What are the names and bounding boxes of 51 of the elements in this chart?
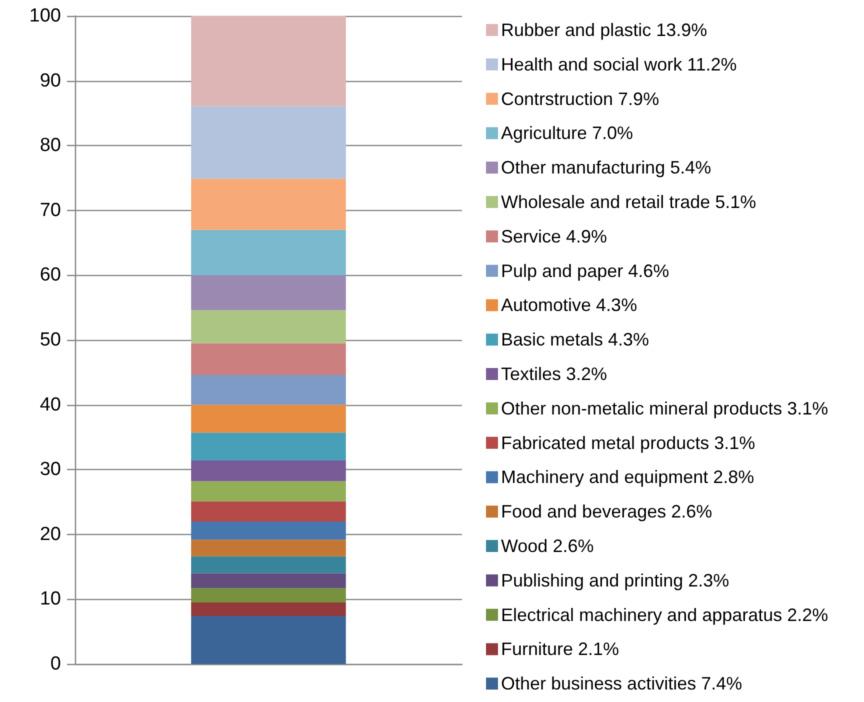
y-tick-label: 30 [40, 459, 61, 480]
legend-label: Food and beverages 2.6% [501, 502, 712, 522]
legend-label: Machinery and equipment 2.8% [501, 467, 754, 488]
legend-label: Textiles 3.2% [501, 364, 608, 384]
legend-label: Contrstruction 7.9% [501, 88, 660, 109]
y-tick-label: 90 [40, 70, 61, 92]
y-tick-label: 20 [40, 524, 61, 545]
y-tick-label: 80 [40, 135, 61, 156]
legend-label: Other business activities 7.4% [501, 674, 742, 694]
legend-label: Wood 2.6% [501, 536, 594, 556]
legend-label: Furniture 2.1% [501, 639, 620, 660]
legend-label: Other non-metalic mineral products 3.1% [501, 398, 828, 418]
bar [191, 521, 346, 540]
bar [191, 602, 346, 616]
bar [191, 616, 346, 664]
legend-label: Electrical machinery and apparatus 2.2% [501, 604, 828, 625]
bar [191, 404, 346, 433]
y-tick-label: 100 [29, 6, 61, 26]
y-tick-label: 50 [40, 330, 61, 350]
legend-label: Fabricated metal products 3.1% [501, 432, 756, 453]
bar [191, 275, 346, 310]
bar [191, 106, 346, 179]
legend-label: Service 4.9% [501, 226, 608, 246]
y-tick-label: 60 [40, 264, 61, 286]
bar [191, 460, 346, 482]
legend-label: Basic metals 4.3% [501, 330, 650, 350]
legend-label: Automotive 4.3% [501, 295, 638, 316]
bar [191, 573, 346, 588]
bar [191, 343, 346, 375]
legend-label: Wholesale and retail trade 5.1% [501, 192, 756, 212]
bar [191, 432, 346, 461]
y-tick-label: 70 [40, 200, 61, 221]
bar [191, 230, 346, 276]
bar [191, 374, 346, 405]
bar [191, 556, 346, 574]
bar [191, 310, 346, 344]
y-tick-label: 0 [50, 654, 61, 674]
bar [191, 540, 346, 556]
bar [191, 16, 346, 106]
legend-label: Rubber and plastic 13.9% [501, 20, 708, 40]
legend-label: Agriculture 7.0% [501, 123, 634, 144]
bar [191, 178, 346, 230]
y-tick-label: 40 [40, 394, 61, 416]
bar [191, 588, 346, 602]
bar [191, 501, 346, 522]
legend-label: Pulp and paper 4.6% [501, 260, 670, 281]
y-tick-label: 10 [40, 588, 61, 610]
legend-label: Other manufacturing 5.4% [501, 158, 712, 178]
bar [191, 481, 346, 502]
legend-label: Health and social work 11.2% [501, 54, 737, 74]
legend-label: Publishing and printing 2.3% [501, 570, 730, 590]
